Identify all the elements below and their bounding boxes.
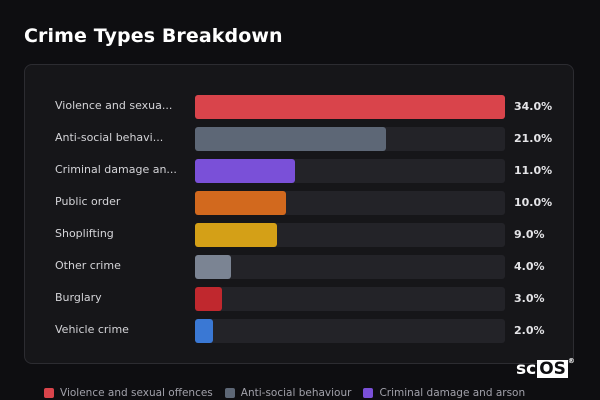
- legend-label: Violence and sexual offences: [60, 387, 213, 399]
- category-label: Burglary: [55, 291, 102, 304]
- logo-boxed: OS: [537, 359, 568, 379]
- bar-track: [195, 255, 505, 279]
- bar-track: [195, 159, 505, 183]
- legend-label: Criminal damage and arson: [379, 387, 526, 399]
- bar-row: Violence and sexua... 34.0%: [25, 95, 573, 119]
- legend-swatch: [363, 388, 374, 398]
- legend-item: Violence and sexual offences: [44, 387, 213, 399]
- category-label: Anti-social behavi...: [55, 131, 164, 144]
- value-label: 10.0%: [514, 196, 553, 209]
- bar-row: Vehicle crime 2.0%: [25, 319, 573, 343]
- bar-row: Public order 10.0%: [25, 191, 573, 215]
- bar-row: Criminal damage an... 11.0%: [25, 159, 573, 183]
- value-label: 34.0%: [514, 100, 553, 113]
- category-label: Vehicle crime: [55, 323, 129, 336]
- legend-item: Anti-social behaviour: [224, 387, 352, 399]
- legend-swatch: [224, 388, 235, 398]
- bar-track: [195, 287, 505, 311]
- bar-track: [195, 127, 505, 151]
- chart-title: Crime Types Breakdown: [24, 25, 283, 47]
- category-label: Public order: [55, 195, 121, 208]
- chart-legend: Violence and sexual offences Anti-social …: [44, 387, 525, 399]
- bar-track: [195, 191, 505, 215]
- category-label: Other crime: [55, 259, 121, 272]
- value-label: 2.0%: [514, 324, 545, 337]
- category-label: Violence and sexua...: [55, 99, 173, 112]
- bar: [195, 223, 277, 247]
- bar: [195, 255, 231, 279]
- value-label: 21.0%: [514, 132, 553, 145]
- bar-row: Other crime 4.0%: [25, 255, 573, 279]
- chart-card: Violence and sexua... 34.0% Anti-social be…: [24, 64, 574, 364]
- brand-logo: sc OS ®: [516, 357, 575, 379]
- legend-swatch: [44, 388, 54, 398]
- bar-track: [195, 95, 505, 119]
- legend-label: Anti-social behaviour: [240, 387, 352, 399]
- bar-track: [195, 319, 505, 343]
- category-label: Shoplifting: [55, 227, 114, 240]
- value-label: 4.0%: [514, 260, 545, 273]
- category-label: Criminal damage an...: [55, 163, 177, 176]
- bar: [195, 191, 286, 215]
- bar: [195, 95, 505, 119]
- value-label: 11.0%: [514, 164, 553, 177]
- logo-registered-mark: ®: [567, 357, 575, 365]
- logo-prefix: sc: [516, 359, 537, 379]
- bar-row: Burglary 3.0%: [25, 287, 573, 311]
- bar: [195, 287, 222, 311]
- value-label: 9.0%: [514, 228, 545, 241]
- bar: [195, 127, 386, 151]
- bar-row: Shoplifting 9.0%: [25, 223, 573, 247]
- bar: [195, 159, 295, 183]
- value-label: 3.0%: [514, 292, 545, 305]
- bar-track: [195, 223, 505, 247]
- legend-item: Criminal damage and arson: [363, 387, 525, 399]
- bar: [195, 319, 213, 343]
- bar-row: Anti-social behavi... 21.0%: [25, 127, 573, 151]
